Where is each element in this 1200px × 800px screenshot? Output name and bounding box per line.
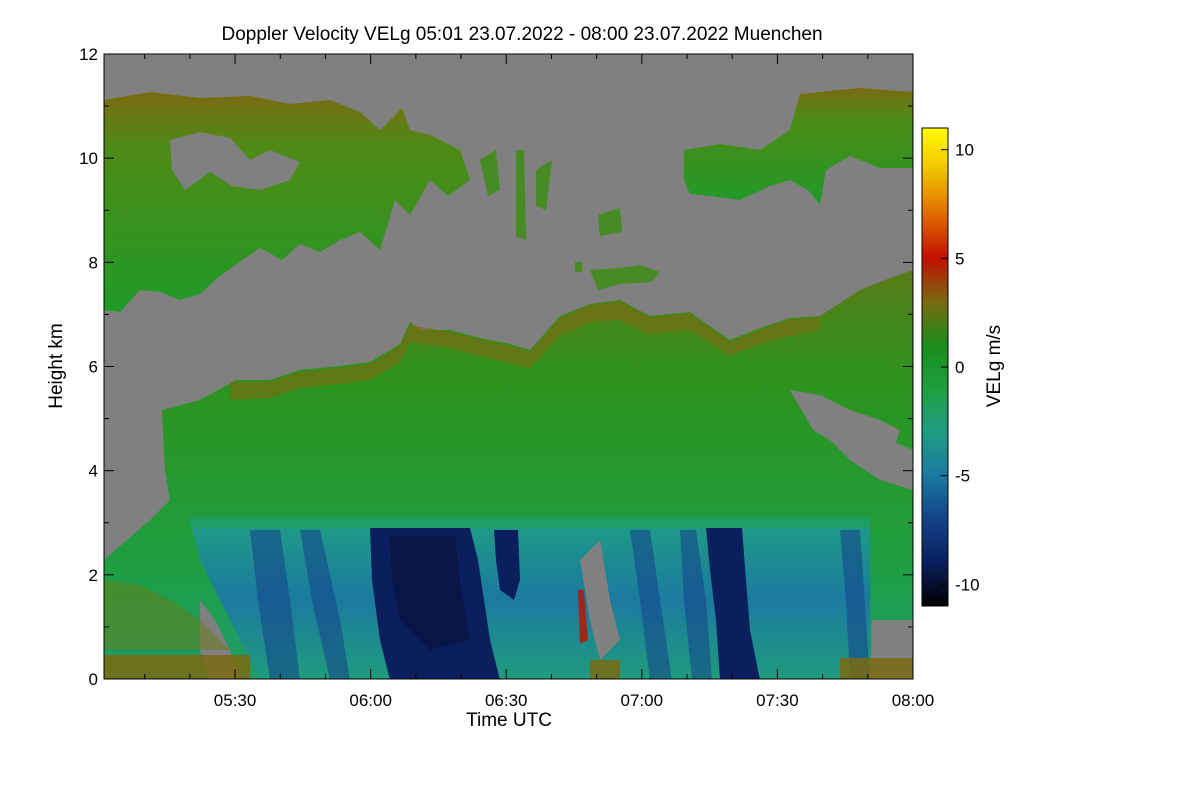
x-tick-label: 06:30	[485, 691, 528, 710]
y-axis-title: Height km	[46, 323, 67, 409]
downdraft-band-3	[706, 528, 760, 679]
colorbar-tick-label: 10	[955, 141, 974, 160]
y-tick-label: 6	[89, 358, 98, 377]
upper-cloud-streaks	[480, 150, 660, 290]
y-tick-label: 8	[89, 253, 98, 272]
downdraft-band-2	[494, 530, 520, 600]
y-tick-label: 10	[79, 149, 98, 168]
x-axis-title: Time UTC	[466, 710, 552, 731]
colorbar: 10 5 0 -5 -10 VELg m/s	[921, 127, 1005, 607]
y-axis: 0 2 4 6 8 10 12	[79, 45, 913, 689]
rain-streaks	[250, 530, 870, 679]
x-tick-label: 05:30	[214, 691, 257, 710]
chart-title: Doppler Velocity VELg 05:01 23.07.2022 -…	[221, 24, 822, 45]
left-sparse-echoes	[104, 580, 230, 650]
y-tick-label: 12	[79, 45, 98, 64]
downdraft-band-1-core	[390, 536, 470, 650]
x-tick-label: 07:30	[756, 691, 799, 710]
y-tick-label: 2	[89, 566, 98, 585]
x-tick-label: 06:00	[349, 691, 392, 710]
colorbar-title: VELg m/s	[984, 325, 1005, 407]
mid-cloud-gap-right	[790, 390, 900, 445]
melting-layer-band	[190, 516, 870, 528]
x-tick-label: 08:00	[892, 691, 935, 710]
upper-cloud-layer-right	[684, 88, 913, 205]
colorbar-tick-label: -5	[955, 467, 970, 486]
colorbar-tick-label: 0	[955, 358, 964, 377]
plot-area	[104, 54, 913, 679]
colorbar-ticks: 10 5 0 -5 -10	[941, 141, 980, 594]
y-tick-label: 0	[89, 670, 98, 689]
mid-cloud-red-edge	[230, 302, 820, 400]
rain-red-streak	[578, 590, 588, 644]
x-tick-label: 07:00	[621, 691, 664, 710]
upper-cloud-gap	[170, 132, 300, 190]
colorbar-tick-label: 5	[955, 249, 964, 268]
x-axis: 05:30 06:00 06:30 07:00 07:30 08:00	[144, 54, 935, 710]
y-tick-label: 4	[89, 462, 98, 481]
colorbar-tick-label: -10	[955, 575, 980, 594]
surface-clutter	[104, 655, 913, 679]
